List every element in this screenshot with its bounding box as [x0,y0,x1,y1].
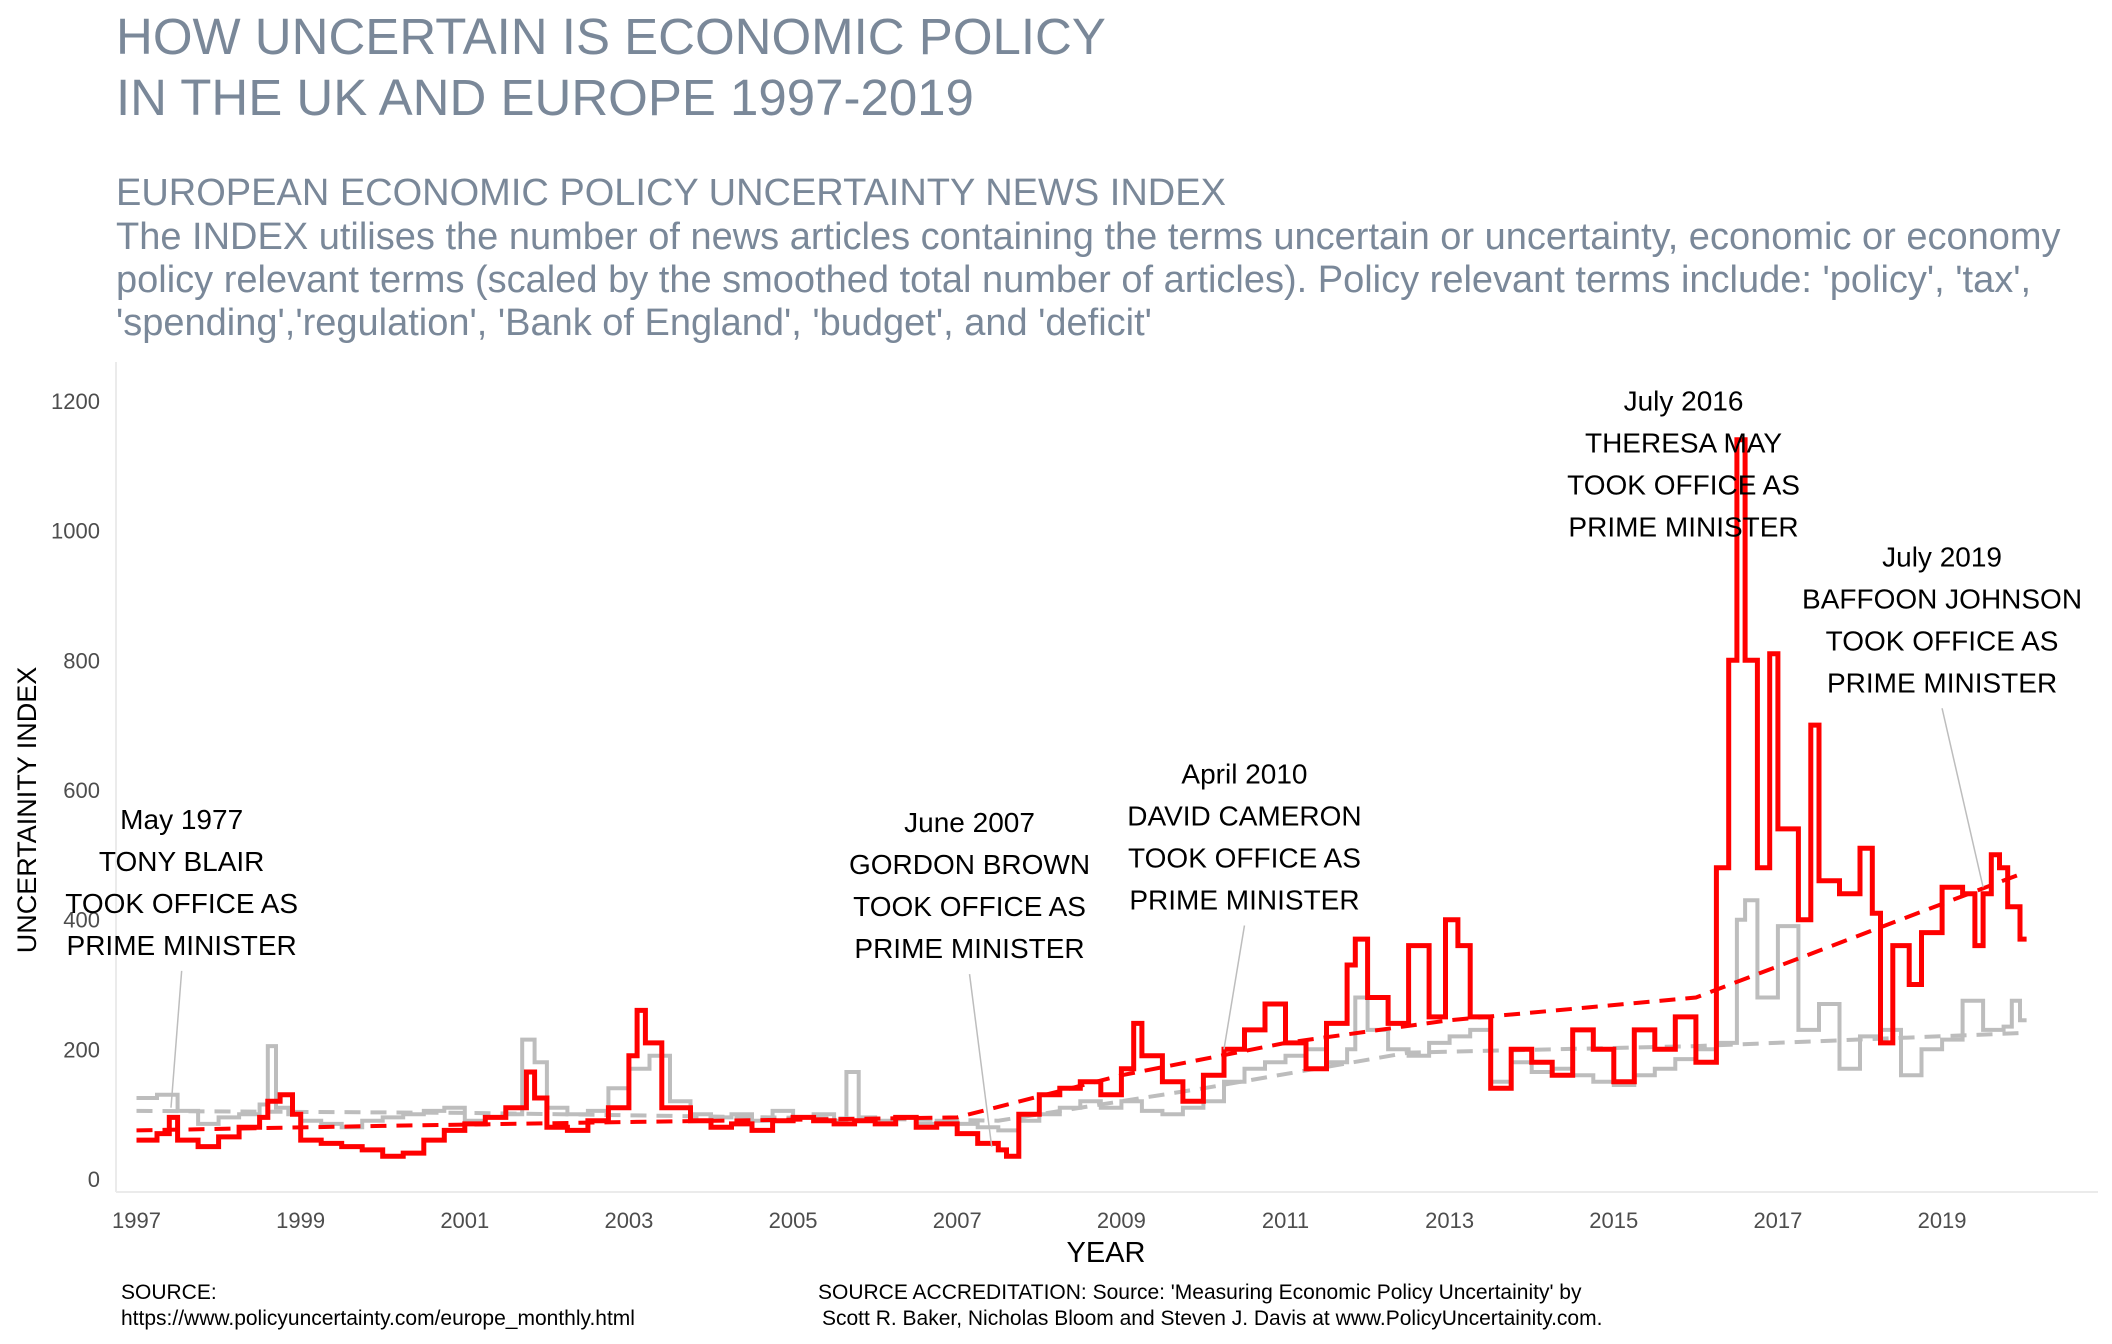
x-tick-label: 2001 [440,1208,489,1233]
annotation-text: TOOK OFFICE AS [65,888,298,919]
series-europe-step-line [136,898,2027,1133]
annotation-text: TOOK OFFICE AS [1128,842,1361,873]
annotation-date: June 2007 [904,807,1035,838]
y-tick-label: 200 [63,1037,100,1062]
x-tick-label: 2019 [1918,1208,1967,1233]
accreditation-line-1: SOURCE ACCREDITATION: Source: 'Measuring… [818,1281,1582,1304]
chart-description: The INDEX utilises the number of news ar… [116,216,2112,345]
x-tick-label: 2011 [1262,1208,1309,1233]
x-tick-label: 2015 [1589,1208,1638,1233]
x-tick-label: 2003 [604,1208,653,1233]
series-layer [136,437,2027,1159]
annotation-date: April 2010 [1181,758,1307,789]
y-tick-label: 1000 [51,519,100,544]
series-uk-dashed-line [136,872,2021,1133]
annotation-date: May 1977 [120,804,243,835]
chart-title: HOW UNCERTAIN IS ECONOMIC POLICY IN THE U… [116,6,2106,128]
series-uk-step-line [136,437,2027,1159]
y-tick-label: 400 [63,908,100,933]
x-tick-label: 2007 [933,1208,982,1233]
annotations-layer: May 1977 TONY BLAIR TOOK OFFICE AS PRIME MI… [65,386,2082,1147]
annotation-leader-line [1223,925,1246,1050]
y-tick-label: 800 [63,648,100,673]
source-url: https://www.policyuncertainty.com/europe… [121,1307,635,1330]
annotation-text: TOOK OFFICE AS [1826,625,2059,656]
annotation-text: DAVID CAMERON [1127,800,1361,831]
title-line-2: IN THE UK AND EUROPE 1997-2019 [116,69,974,126]
annotation-text: PRIME MINISTER [854,933,1084,964]
annotation-text: PRIME MINISTER [1568,512,1798,543]
source-label: SOURCE: [121,1281,217,1304]
chart-subtitle: EUROPEAN ECONOMIC POLICY UNCERTAINTY NEW… [116,172,1226,214]
x-tick-label: 1999 [276,1208,325,1233]
x-axis-title: YEAR [1067,1237,1146,1269]
annotation-text: THERESA MAY [1585,428,1782,459]
ticks-layer: 1997 1999 2001 2003 2005 2007 2009 2011 2013 2015… [51,389,1966,1233]
source-note: SOURCE: https://www.policyuncertainty.co… [121,1280,635,1332]
annotation-date: July 2016 [1624,386,1744,417]
y-tick-label: 0 [88,1167,100,1192]
annotation-text: PRIME MINISTER [1129,884,1359,915]
annotation-text: TOOK OFFICE AS [853,891,1086,922]
x-tick-label: 2013 [1425,1208,1474,1233]
annotation-text: PRIME MINISTER [1827,667,2057,698]
annotation-leader-line [968,974,993,1147]
annotation-text: GORDON BROWN [849,849,1090,880]
annotation-leader-line [1941,708,1984,888]
description-line-3: 'spending','regulation', 'Bank of Englan… [116,302,1152,344]
x-tick-label: 1997 [112,1208,161,1233]
y-axis-title: UNCERTAINITY INDEX [12,667,42,954]
x-tick-label: 2009 [1097,1208,1146,1233]
y-tick-label: 1200 [51,389,100,414]
annotation-leader-line [170,970,183,1108]
series-europe-dashed-line [136,1031,2021,1123]
title-line-1: HOW UNCERTAIN IS ECONOMIC POLICY [116,8,1106,65]
accreditation-line-2: Scott R. Baker, Nicholas Bloom and Steve… [822,1307,1603,1330]
description-line-2: policy relevant terms (scaled by the smo… [116,259,2032,301]
x-tick-label: 2005 [769,1208,818,1233]
annotation-text: BAFFOON JOHNSON [1802,583,2082,614]
annotation-text: TOOK OFFICE AS [1567,470,1800,501]
y-tick-label: 600 [63,778,100,803]
source-accreditation: SOURCE ACCREDITATION: Source: 'Measuring… [818,1280,1602,1332]
annotation-date: July 2019 [1882,541,2002,572]
x-tick-label: 2017 [1753,1208,1802,1233]
annotation-text: TONY BLAIR [99,846,264,877]
annotation-text: PRIME MINISTER [67,930,297,961]
description-line-1: The INDEX utilises the number of news ar… [116,216,2061,258]
